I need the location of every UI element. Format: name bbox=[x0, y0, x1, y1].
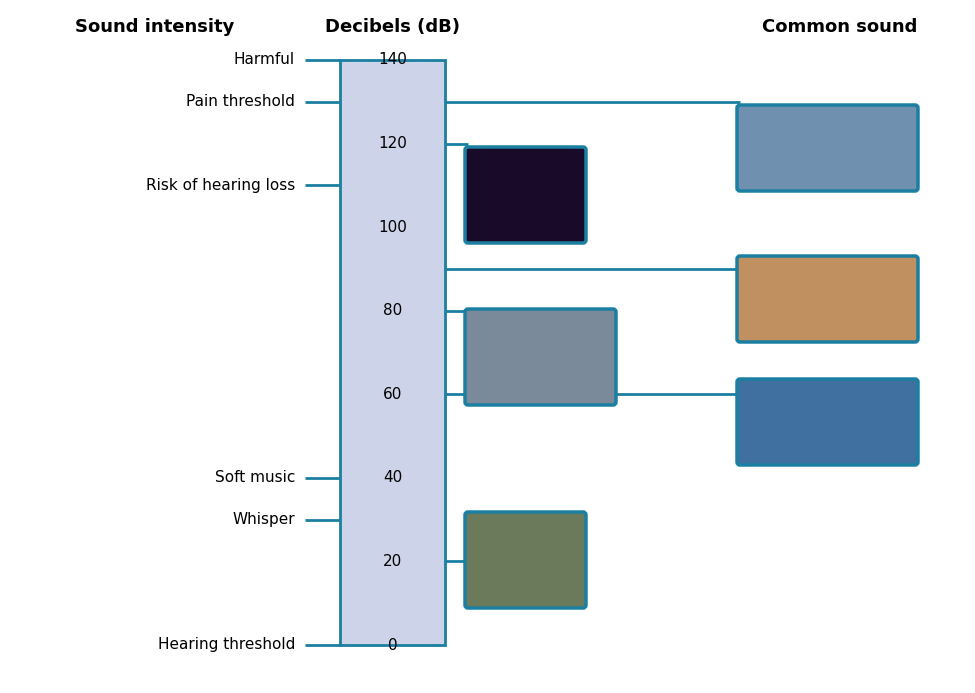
FancyBboxPatch shape bbox=[737, 105, 918, 191]
Text: 60: 60 bbox=[383, 387, 402, 402]
Text: Risk of hearing loss: Risk of hearing loss bbox=[145, 178, 295, 193]
Text: Hearing threshold: Hearing threshold bbox=[158, 638, 295, 653]
Text: 80: 80 bbox=[383, 304, 402, 318]
Text: Sound intensity: Sound intensity bbox=[75, 18, 235, 36]
Text: 100: 100 bbox=[378, 220, 407, 235]
Text: Pain threshold: Pain threshold bbox=[186, 94, 295, 109]
FancyBboxPatch shape bbox=[340, 60, 445, 645]
Text: 140: 140 bbox=[378, 53, 407, 67]
Text: 0: 0 bbox=[388, 638, 398, 653]
Text: 120: 120 bbox=[378, 136, 407, 151]
FancyBboxPatch shape bbox=[465, 512, 586, 608]
Text: Soft music: Soft music bbox=[214, 471, 295, 485]
Text: 20: 20 bbox=[383, 554, 402, 569]
FancyBboxPatch shape bbox=[737, 379, 918, 465]
FancyBboxPatch shape bbox=[465, 309, 616, 405]
Text: 40: 40 bbox=[383, 471, 402, 485]
Text: Common sound: Common sound bbox=[762, 18, 917, 36]
FancyBboxPatch shape bbox=[737, 256, 918, 342]
FancyBboxPatch shape bbox=[465, 147, 586, 243]
Text: Harmful: Harmful bbox=[234, 53, 295, 67]
Text: Whisper: Whisper bbox=[232, 512, 295, 527]
Text: Decibels (dB): Decibels (dB) bbox=[325, 18, 460, 36]
